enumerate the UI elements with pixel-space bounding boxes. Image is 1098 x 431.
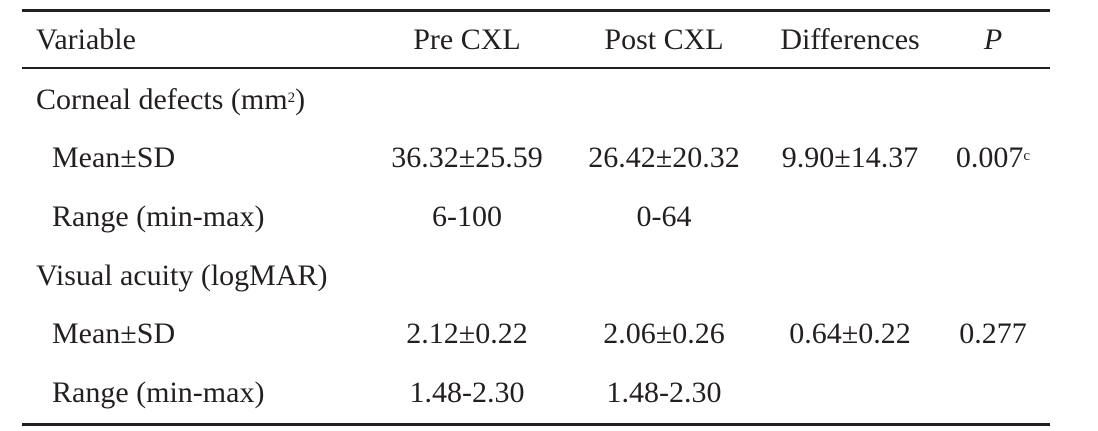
superscript: c [1023, 148, 1031, 164]
cell: 9.90±14.37 [782, 141, 918, 175]
row-label-text: Range (min-max) [52, 200, 265, 233]
cell-text: 0.64±0.22 [789, 317, 911, 350]
header-cell: Variable [36, 23, 136, 57]
cell: 36.32±25.59 [391, 141, 542, 175]
section-title-text: Corneal defects (mm [36, 83, 288, 116]
section-title-tail: ) [295, 83, 306, 116]
row-label: Range (min-max) [52, 200, 264, 234]
cell-text: 0.007 [955, 141, 1024, 174]
cell-text: 36.32±25.59 [391, 141, 543, 174]
row-label-text: Range (min-max) [52, 376, 265, 409]
cell-text: 1.48-2.30 [606, 376, 722, 409]
header-rule [22, 67, 1050, 69]
superscript: 2 [287, 90, 296, 106]
header-cell: Differences [780, 23, 919, 57]
cell: 2.06±0.26 [603, 317, 724, 351]
header-text: Variable [36, 23, 136, 56]
cell: 26.42±20.32 [588, 141, 739, 175]
cell-text: 6-100 [432, 200, 502, 233]
bottom-rule [22, 423, 1050, 426]
cell: 6-100 [432, 200, 502, 234]
section-title-text: Visual acuity (logMAR) [36, 259, 328, 292]
top-rule [22, 9, 1050, 12]
header-text: Pre CXL [413, 23, 521, 56]
section-title: Visual acuity (logMAR) [36, 259, 328, 293]
row-label: Range (min-max) [52, 376, 264, 410]
cell-text: 0-64 [636, 200, 692, 233]
row-label: Mean±SD [52, 317, 175, 351]
header-cell: Post CXL [604, 23, 723, 57]
cell-text: 1.48-2.30 [409, 376, 525, 409]
section-title: Corneal defects (mm2) [36, 83, 305, 117]
cell-text: 0.277 [959, 317, 1027, 350]
header-cell: Pre CXL [413, 23, 521, 57]
header-text: Post CXL [604, 23, 724, 56]
cell-text: 2.06±0.26 [603, 317, 725, 350]
header-cell: P [984, 23, 1002, 57]
row-label: Mean±SD [52, 141, 175, 175]
cell: 0.64±0.22 [789, 317, 910, 351]
header-text: Differences [780, 23, 920, 56]
cell: 0.277 [959, 317, 1027, 351]
cell: 1.48-2.30 [410, 376, 525, 410]
cell-text: 9.90±14.37 [781, 141, 919, 174]
header-text: P [983, 23, 1003, 56]
row-label-text: Mean±SD [52, 317, 176, 350]
cell: 0.007c [956, 141, 1030, 175]
cell-text: 2.12±0.22 [406, 317, 528, 350]
row-label-text: Mean±SD [52, 141, 176, 174]
cell: 0-64 [637, 200, 692, 234]
cell-text: 26.42±20.32 [588, 141, 740, 174]
cell: 2.12±0.22 [406, 317, 527, 351]
cell: 1.48-2.30 [607, 376, 722, 410]
